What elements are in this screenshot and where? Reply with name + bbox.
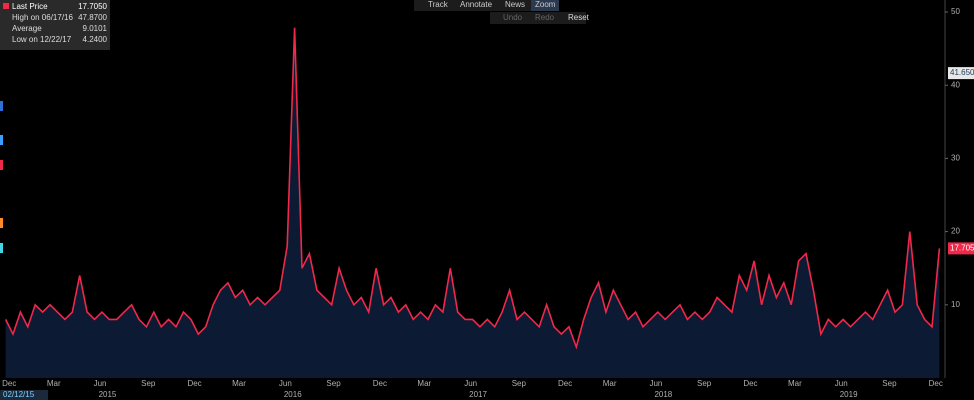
stat-value: 9.0101 bbox=[83, 24, 108, 33]
plot bbox=[4, 27, 941, 378]
toolbar-action[interactable]: Redo bbox=[535, 13, 555, 22]
year-label: 2015 bbox=[99, 390, 117, 399]
area bbox=[5, 27, 940, 378]
stat-label: Average bbox=[12, 24, 42, 33]
x-tick-label: Jun bbox=[649, 379, 662, 388]
x-tick-label: Jun bbox=[464, 379, 477, 388]
toolbar-item[interactable]: Track bbox=[428, 0, 449, 9]
toolbar-item[interactable]: News bbox=[505, 0, 525, 9]
toolbar-bg bbox=[490, 12, 586, 24]
x-tick-label: Dec bbox=[558, 379, 572, 388]
y-tick-label: 20 bbox=[951, 227, 960, 236]
side-marker bbox=[0, 243, 3, 253]
x-tick-label: Dec bbox=[2, 379, 16, 388]
toolbar: Track Annotate News Zoom Undo Redo Reset bbox=[414, 0, 590, 24]
stat-label: Low on 12/22/17 bbox=[12, 35, 72, 44]
x-tick-label: Sep bbox=[512, 379, 527, 388]
year-label: 2019 bbox=[840, 390, 858, 399]
last-value-box bbox=[948, 242, 974, 255]
x-tick-label: Sep bbox=[141, 379, 156, 388]
x-tick-label: Sep bbox=[326, 379, 341, 388]
year-label: 2016 bbox=[284, 390, 302, 399]
toolbar-active bbox=[531, 0, 559, 11]
toolbar-action[interactable]: Reset bbox=[568, 13, 590, 22]
stat-value: 47.8700 bbox=[78, 13, 107, 22]
x-tick-label: Sep bbox=[697, 379, 712, 388]
toolbar-item[interactable]: Annotate bbox=[460, 0, 493, 9]
x-tick-label: Mar bbox=[47, 379, 61, 388]
side-marker bbox=[0, 135, 3, 145]
year-label: 2018 bbox=[654, 390, 672, 399]
side-marker bbox=[0, 160, 3, 170]
stats: High on 06/17/16 47.8700 Average 9.0101 Low … bbox=[12, 13, 108, 44]
y-tick-label: 50 bbox=[951, 7, 960, 16]
x-tick-label: Mar bbox=[603, 379, 617, 388]
y-tick-label: 30 bbox=[951, 154, 960, 163]
legend-label: Last Price bbox=[12, 2, 48, 11]
x-tick-label: Dec bbox=[373, 379, 387, 388]
year-label: 2017 bbox=[469, 390, 487, 399]
legend-panel bbox=[0, 0, 110, 50]
x-tick-label: Dec bbox=[743, 379, 757, 388]
x-tick-label: Mar bbox=[788, 379, 802, 388]
x-tick-label: Mar bbox=[417, 379, 431, 388]
legend-swatch bbox=[3, 3, 9, 9]
annotation-box bbox=[948, 67, 974, 80]
stat-value: 4.2400 bbox=[83, 35, 108, 44]
x-tick-label: Dec bbox=[187, 379, 201, 388]
x-tick-label: Dec bbox=[929, 379, 943, 388]
side-marker bbox=[0, 218, 3, 228]
last-value-label: 17.7050 bbox=[950, 244, 974, 253]
legend-value: 17.7050 bbox=[78, 2, 107, 11]
toolbar-bg bbox=[414, 0, 554, 11]
x-tick-label: Jun bbox=[94, 379, 107, 388]
x-tick-label: Sep bbox=[882, 379, 897, 388]
toolbar-item[interactable]: Zoom bbox=[535, 0, 556, 9]
y-tick-label: 10 bbox=[951, 300, 960, 309]
x-tick-label: Jun bbox=[279, 379, 292, 388]
cursor-date: 02/12/15 bbox=[3, 390, 35, 399]
y-tick-label: 40 bbox=[951, 80, 960, 89]
x-tick-label: Jun bbox=[835, 379, 848, 388]
side-marker bbox=[0, 101, 3, 111]
stat-label: High on 06/17/16 bbox=[12, 13, 73, 22]
x-tick-label: Mar bbox=[232, 379, 246, 388]
line bbox=[4, 27, 941, 350]
toolbar-action[interactable]: Undo bbox=[503, 13, 523, 22]
cursor-date-box bbox=[0, 390, 48, 400]
